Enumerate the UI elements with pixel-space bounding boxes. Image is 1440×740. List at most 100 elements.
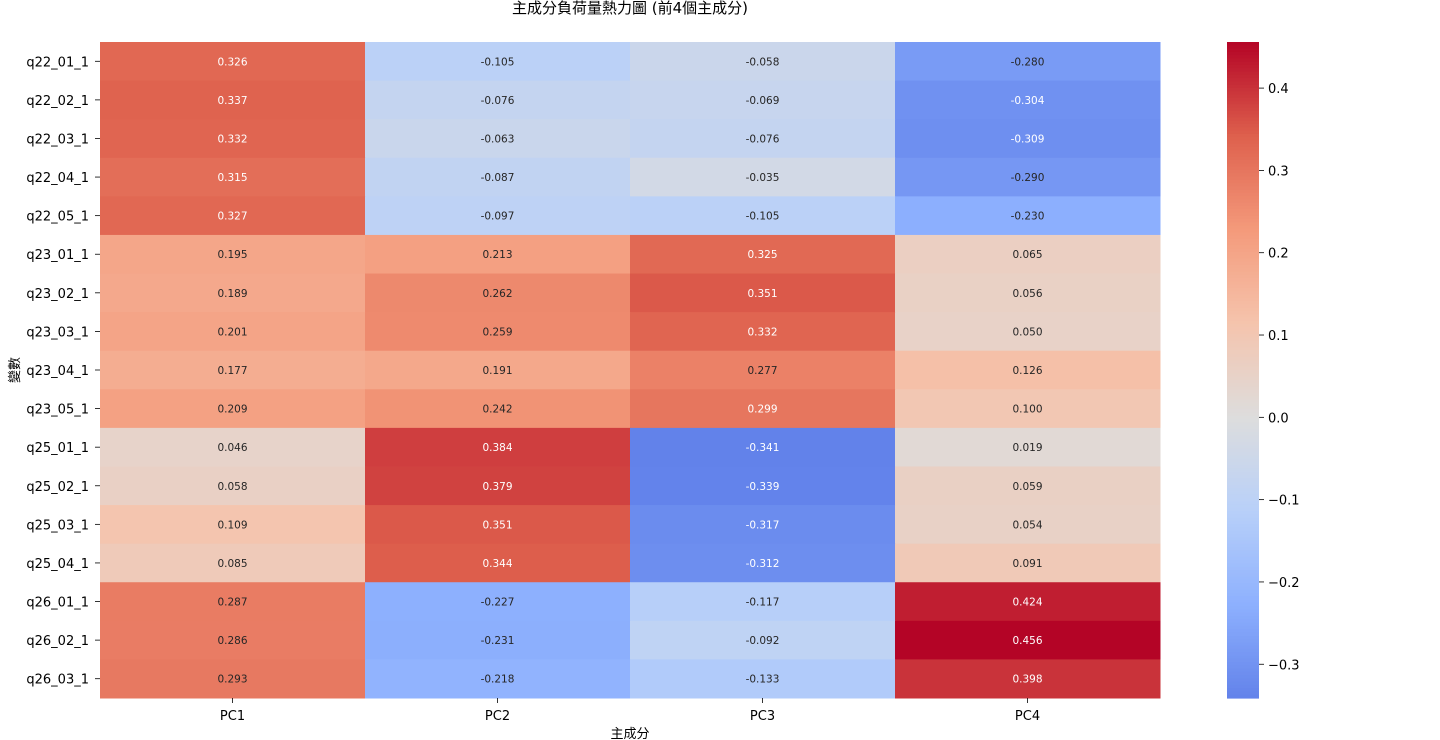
colorbar-segment	[1227, 556, 1259, 561]
colorbar-segment	[1227, 310, 1259, 315]
heatmap-cells	[100, 42, 1161, 699]
colorbar-segment	[1227, 478, 1259, 483]
colorbar-segment	[1227, 307, 1259, 312]
colorbar-segment	[1227, 491, 1259, 496]
colorbar-segment	[1227, 146, 1259, 151]
y-tick-label: q25_01_1	[26, 441, 89, 456]
colorbar-segment	[1227, 87, 1259, 92]
colorbar-segment	[1227, 691, 1259, 696]
colorbar-segment	[1227, 327, 1259, 332]
cell-value-label: -0.076	[746, 133, 780, 145]
colorbar-segment	[1227, 665, 1259, 670]
colorbar-segment	[1227, 661, 1259, 666]
y-tick-label: q25_03_1	[26, 518, 89, 533]
cell-value-label: -0.231	[481, 635, 515, 647]
colorbar-segment	[1227, 465, 1259, 469]
colorbar-segment	[1227, 527, 1259, 532]
cell-value-label: -0.312	[746, 558, 780, 570]
cell-value-label: -0.058	[746, 56, 780, 68]
cell-value-label: 0.327	[217, 211, 247, 223]
heatmap-cell	[895, 234, 1161, 275]
colorbar-segment	[1227, 412, 1259, 417]
cell-value-label: -0.069	[746, 95, 780, 107]
heatmap-cell	[630, 350, 896, 390]
colorbar-segment	[1227, 366, 1259, 371]
colorbar-segment	[1227, 179, 1259, 184]
colorbar-segment	[1227, 678, 1259, 683]
y-tick-label: q23_04_1	[26, 364, 89, 379]
cell-value-label: -0.117	[746, 597, 780, 609]
cell-value-label: 0.379	[482, 481, 512, 493]
colorbar-segment	[1227, 42, 1259, 46]
colorbar-segment	[1227, 51, 1259, 56]
colorbar-segment	[1227, 596, 1259, 601]
heatmap-cell	[100, 427, 366, 467]
heatmap-cell	[630, 42, 896, 82]
colorbar-segment	[1227, 215, 1259, 220]
colorbar-segment	[1227, 166, 1259, 171]
colorbar-segment	[1227, 127, 1259, 132]
x-tick-label: PC4	[1015, 709, 1040, 724]
heatmap-cell	[365, 659, 631, 699]
heatmap-cell	[895, 582, 1161, 622]
cell-value-label: 0.287	[217, 597, 247, 609]
colorbar-segment	[1227, 442, 1259, 447]
y-axis-label: 變數	[7, 357, 23, 383]
heatmap-cell	[365, 350, 631, 390]
heatmap-cell	[630, 466, 896, 506]
cell-value-label: 0.126	[1012, 365, 1042, 377]
colorbar-segment	[1227, 560, 1259, 565]
heatmap-cell	[895, 80, 1161, 120]
heatmap-cell	[365, 582, 631, 622]
heatmap-cell	[100, 80, 366, 120]
x-tick-label: PC2	[485, 709, 510, 724]
cell-value-label: 0.326	[217, 56, 247, 68]
y-tick-label: q22_03_1	[26, 132, 89, 147]
heatmap-cell	[895, 42, 1161, 82]
cell-value-label: -0.341	[746, 442, 780, 454]
colorbar-segment	[1227, 370, 1259, 374]
colorbar-segment	[1227, 409, 1259, 414]
colorbar-segment	[1227, 160, 1259, 164]
colorbar-segment	[1227, 268, 1259, 273]
heatmap-cell	[100, 196, 366, 236]
colorbar-segment	[1227, 294, 1259, 299]
colorbar-segment	[1227, 248, 1259, 253]
heatmap-cell	[100, 389, 366, 429]
y-tick-label: q26_01_1	[26, 596, 89, 611]
colorbar-segment	[1227, 183, 1259, 187]
cell-value-label: 0.059	[1012, 481, 1042, 493]
colorbar-segment	[1227, 163, 1259, 168]
y-tick-label: q22_04_1	[26, 171, 89, 186]
cell-value-label: 0.344	[482, 558, 512, 570]
y-tick-label: q25_02_1	[26, 480, 89, 495]
cell-value-label: 0.456	[1012, 635, 1042, 647]
y-axis-ticks: q22_01_1 q22_02_1 q22_03_1 q22_04_1 q22_05_1…	[26, 55, 100, 688]
colorbar-segment	[1227, 55, 1259, 59]
heatmap-cell	[630, 505, 896, 545]
colorbar-segment	[1227, 176, 1259, 181]
heatmap-cell	[100, 42, 366, 82]
colorbar-segment	[1227, 547, 1259, 551]
cell-value-label: 0.325	[747, 249, 777, 261]
colorbar-segment	[1227, 209, 1259, 214]
colorbar-segment	[1227, 583, 1259, 588]
colorbar-segment	[1227, 399, 1259, 404]
colorbar-segment	[1227, 61, 1259, 66]
cell-value-label: 0.065	[1012, 249, 1042, 261]
heatmap-cell	[100, 350, 366, 390]
colorbar-segment	[1227, 415, 1259, 420]
colorbar-segment	[1227, 350, 1259, 355]
colorbar-segment	[1227, 360, 1259, 365]
colorbar-segment	[1227, 363, 1259, 368]
colorbar-segment	[1227, 448, 1259, 453]
colorbar-segment	[1227, 655, 1259, 660]
colorbar-segment	[1227, 373, 1259, 378]
colorbar-segment	[1227, 101, 1259, 105]
colorbar-segment	[1227, 202, 1259, 207]
colorbar-segment	[1227, 353, 1259, 358]
colorbar-segment	[1227, 337, 1259, 342]
colorbar-segment	[1227, 356, 1259, 361]
heatmap-cell	[895, 659, 1161, 699]
cell-value-label: 0.177	[217, 365, 247, 377]
